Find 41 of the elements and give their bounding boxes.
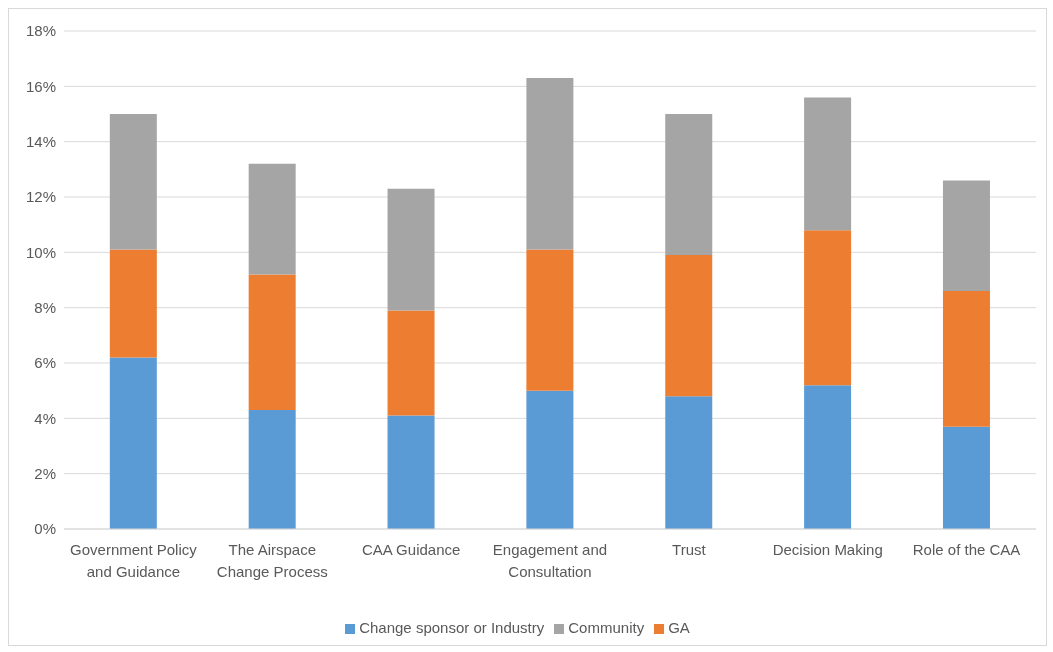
bar xyxy=(526,78,574,250)
y-tick-label: 8% xyxy=(34,298,56,316)
bar xyxy=(109,114,157,250)
bar xyxy=(804,230,852,386)
y-tick-label: 12% xyxy=(25,188,56,206)
legend-label: GA xyxy=(668,619,690,636)
y-tick-label: 2% xyxy=(34,464,56,482)
bar xyxy=(942,291,990,427)
legend-label: Change sponsor or Industry xyxy=(359,619,545,636)
bar xyxy=(526,390,574,529)
bar xyxy=(526,249,574,391)
y-tick-label: 4% xyxy=(34,409,56,427)
bar xyxy=(387,415,435,529)
bar xyxy=(387,188,435,311)
bar xyxy=(109,357,157,529)
bar xyxy=(387,310,435,416)
bar xyxy=(665,114,713,256)
legend-label: Community xyxy=(568,619,645,636)
y-tick-label: 14% xyxy=(25,132,56,150)
bar xyxy=(942,426,990,529)
bar xyxy=(248,274,296,411)
y-tick-label: 16% xyxy=(25,77,56,95)
y-tick-label: 6% xyxy=(34,354,56,372)
x-tick-label: Trust xyxy=(672,541,707,558)
y-tick-label: 18% xyxy=(25,22,56,40)
x-tick-label: Role of the CAA xyxy=(912,541,1021,558)
bar xyxy=(665,396,713,529)
bar xyxy=(942,180,990,292)
x-tick-label: The Airspace Change Process xyxy=(216,541,328,580)
bar xyxy=(804,97,852,231)
x-tick-label: Engagement and Consultation xyxy=(492,541,608,580)
x-tick-label: Decision Making xyxy=(772,541,883,558)
y-tick-label: 0% xyxy=(34,520,56,538)
bar xyxy=(248,410,296,529)
bar xyxy=(109,249,157,358)
x-tick-label: CAA Guidance xyxy=(361,541,461,558)
bar xyxy=(665,255,713,397)
x-tick-label: Government Policy and Guidance xyxy=(70,541,198,580)
bar xyxy=(804,385,852,529)
bar xyxy=(248,163,296,275)
y-tick-label: 10% xyxy=(25,243,56,261)
